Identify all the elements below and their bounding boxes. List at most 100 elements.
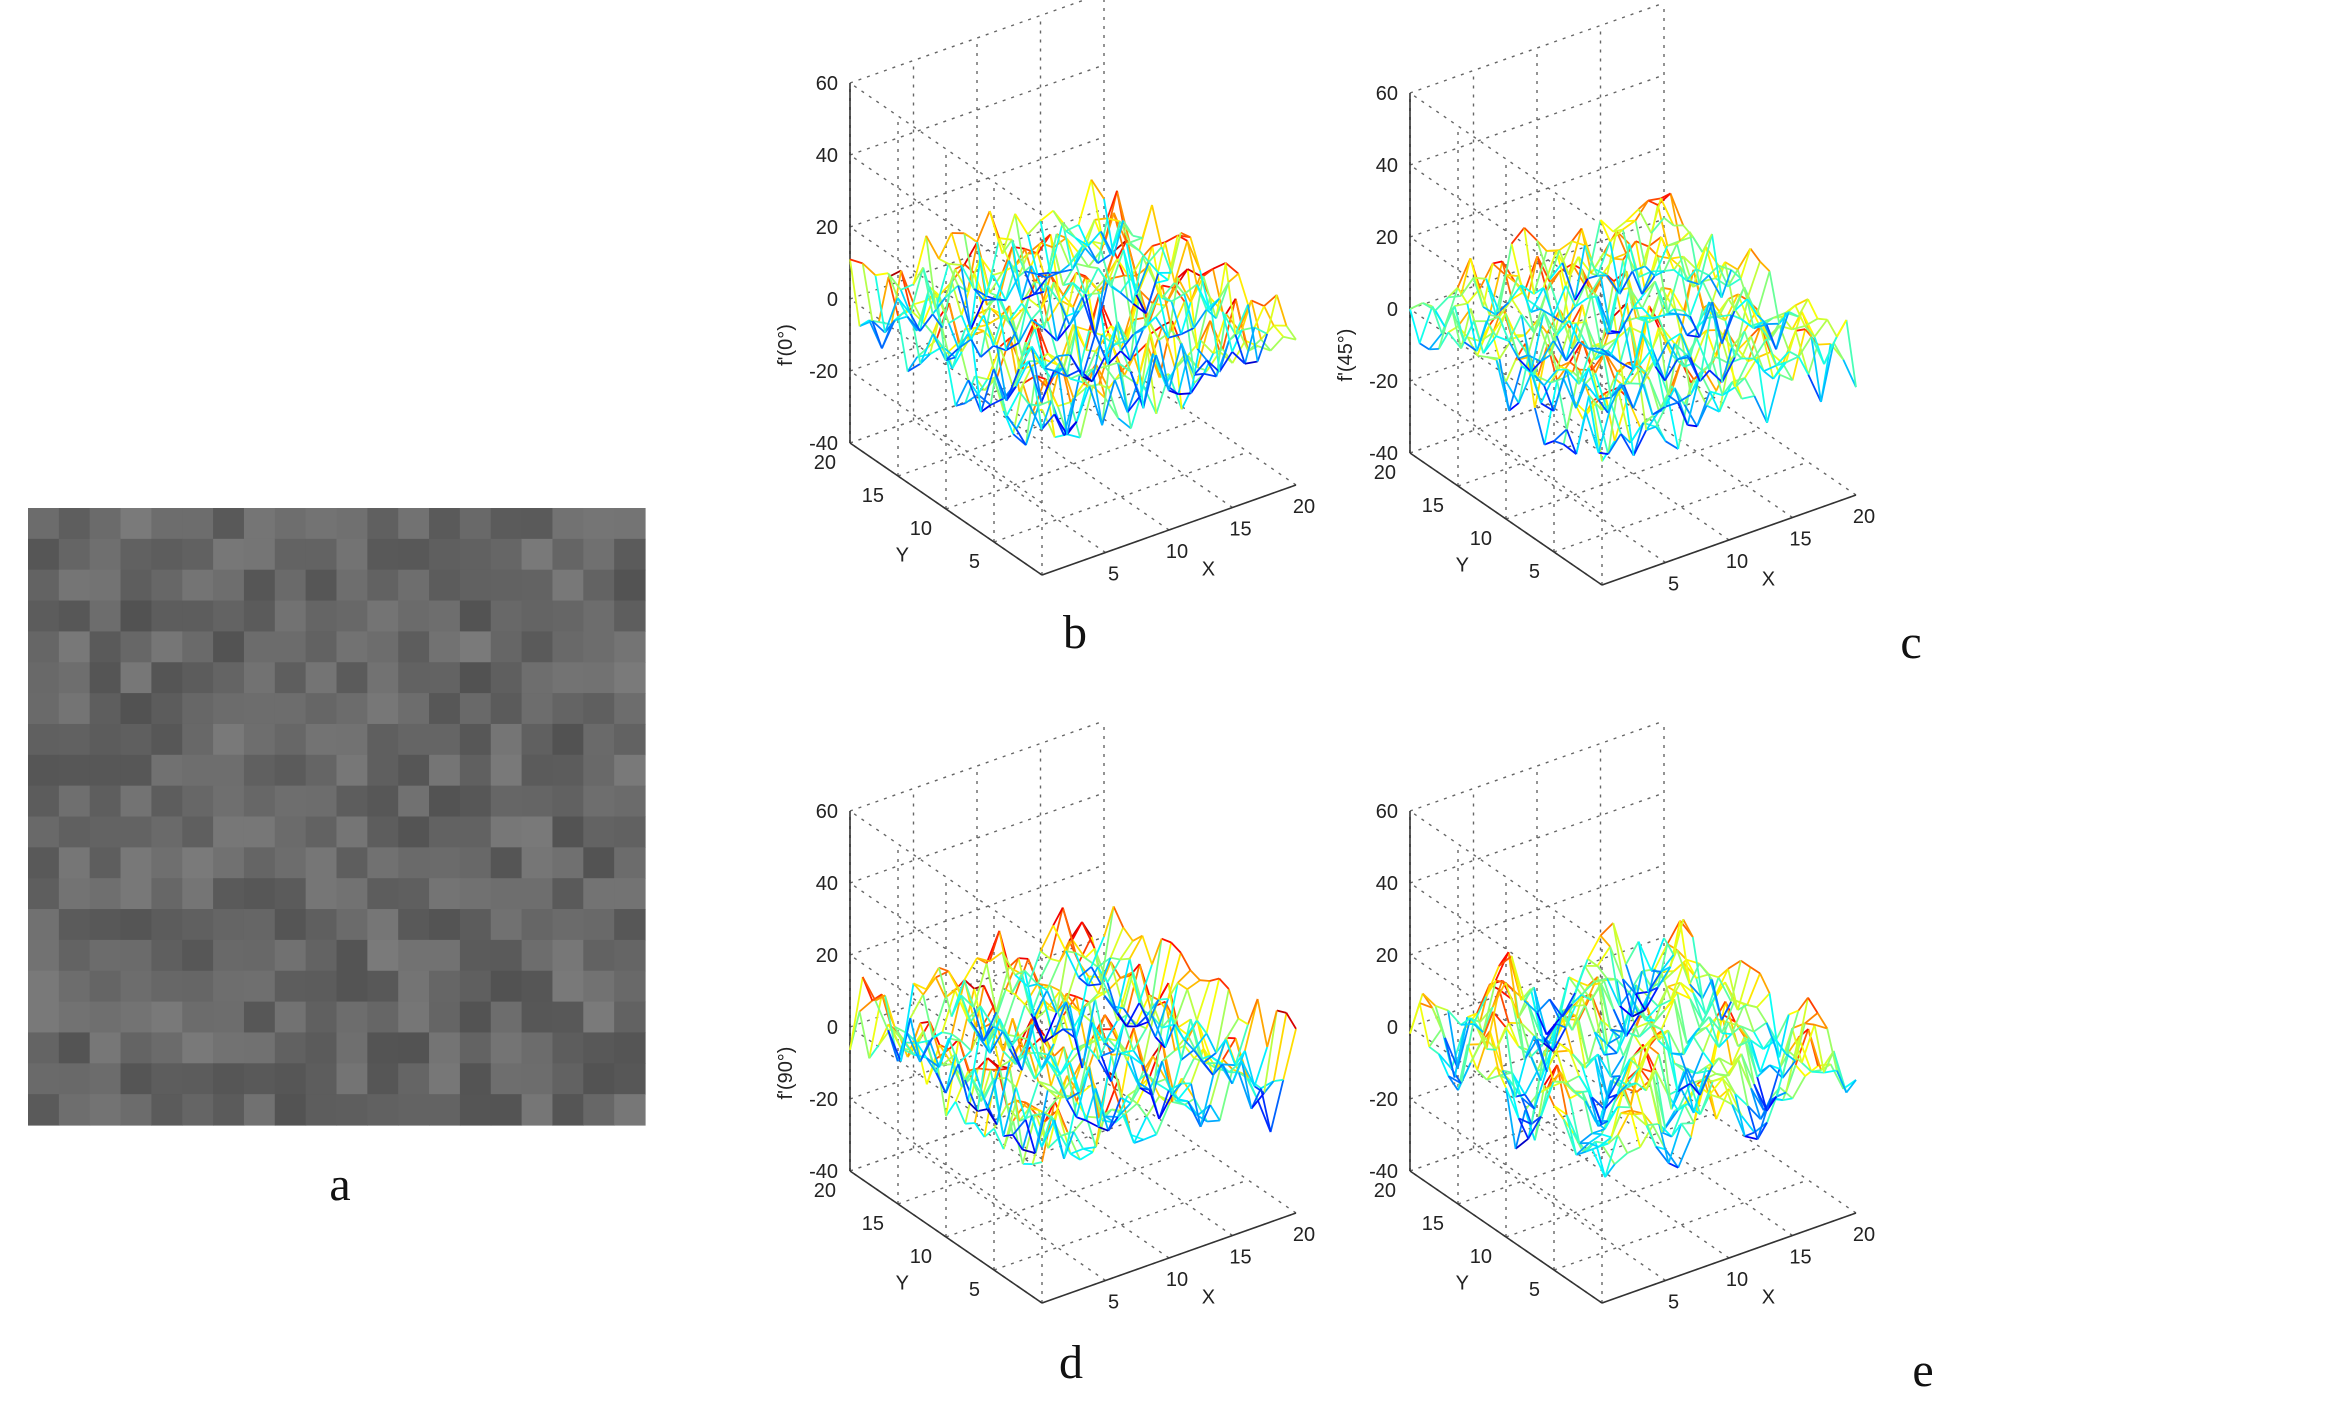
mesh-segment <box>1705 1075 1718 1120</box>
mesh-segment <box>942 1063 953 1066</box>
texture-pixel <box>552 970 584 1003</box>
y-tick-label: 10 <box>910 518 932 540</box>
mesh-segment <box>1664 268 1675 272</box>
mesh-segment <box>1049 234 1061 303</box>
mesh-segment <box>1561 240 1573 264</box>
mesh-segment <box>1578 340 1589 350</box>
mesh-segment <box>1654 281 1669 314</box>
texture-pixel <box>58 662 91 694</box>
mesh-segment <box>1502 1069 1513 1074</box>
mesh-segment <box>1052 1001 1068 1037</box>
mesh-segment <box>1109 249 1125 287</box>
mesh-segment <box>1120 371 1132 429</box>
mesh-segment <box>1076 325 1090 332</box>
mesh-segment <box>1049 1054 1062 1075</box>
mesh-segment <box>1495 979 1506 984</box>
mesh-segment <box>1734 300 1749 358</box>
mesh-segment <box>1104 361 1119 368</box>
mesh-segment <box>1779 373 1793 382</box>
mesh-segment <box>1667 394 1679 404</box>
mesh-segment <box>1234 298 1250 352</box>
texture-pixel <box>243 754 276 787</box>
mesh-segment <box>1708 1016 1723 1034</box>
texture-pixel <box>429 847 461 879</box>
mesh-segment <box>1667 400 1680 450</box>
mesh-segment <box>1593 252 1605 270</box>
mesh-segment <box>951 1063 966 1081</box>
mesh-segment <box>1588 394 1603 411</box>
texture-pixel <box>274 631 307 663</box>
mesh-segment <box>1679 333 1692 358</box>
mesh-segment <box>1110 285 1121 294</box>
mesh-segment <box>1645 1124 1657 1147</box>
x-tick-label: 20 <box>1853 1224 1875 1246</box>
mesh-segment <box>1759 973 1771 994</box>
mesh-segment <box>1627 1146 1641 1154</box>
mesh-segment <box>1635 361 1648 431</box>
mesh-segment <box>1641 281 1656 309</box>
mesh-segment <box>1114 374 1125 381</box>
mesh-segment <box>1419 1002 1433 1009</box>
mesh-segment <box>1533 286 1544 295</box>
mesh-segment <box>1699 301 1714 382</box>
x-axis-label: X <box>1762 569 1775 591</box>
mesh-segment <box>1498 955 1513 967</box>
texture-pixel <box>459 538 492 571</box>
mesh-segment <box>1654 1069 1670 1096</box>
mesh-segment <box>1508 365 1523 411</box>
mesh-segment <box>1071 247 1086 270</box>
texture-pixel <box>305 939 338 972</box>
texture-pixel <box>28 693 60 725</box>
mesh-segment <box>1091 292 1102 295</box>
texture-pixel <box>58 1063 91 1095</box>
mesh-segment <box>1647 199 1659 206</box>
texture-pixel <box>583 1032 615 1064</box>
mesh-segment <box>1746 261 1761 300</box>
mesh-segment <box>1736 966 1752 1011</box>
mesh-segment <box>1171 293 1185 303</box>
mesh-segment <box>1123 1102 1138 1116</box>
mesh-segment <box>1642 383 1654 415</box>
mesh-segment <box>1548 262 1564 280</box>
mesh-segment <box>1644 1005 1659 1022</box>
mesh-segment <box>1829 1063 1845 1090</box>
mesh-segment <box>945 1101 957 1117</box>
mesh-segment <box>983 1065 998 1138</box>
mesh-segment <box>1677 1103 1688 1111</box>
mesh-segment <box>1170 941 1182 954</box>
x-gridline <box>976 397 1170 531</box>
mesh-segment <box>1507 951 1519 1019</box>
x-gridline <box>913 1147 1106 1282</box>
mesh-segment <box>1683 1070 1695 1114</box>
mesh-segment <box>868 1044 880 1059</box>
mesh-segment <box>1128 958 1141 1003</box>
mesh-segment <box>1486 316 1500 323</box>
mesh-segment <box>1737 1059 1749 1107</box>
mesh-segment <box>1081 921 1096 949</box>
mesh-segment <box>1587 342 1603 369</box>
texture-pixel <box>305 723 338 756</box>
mesh-segment <box>1717 968 1729 978</box>
texture-pixel <box>89 1094 122 1126</box>
mesh-segment <box>1601 1133 1612 1139</box>
mesh-segment <box>1688 231 1701 285</box>
mesh-segment <box>1552 320 1564 342</box>
mesh-segment <box>1078 976 1089 987</box>
mesh-segment <box>1548 249 1561 280</box>
mesh-segment <box>1135 1016 1147 1028</box>
mesh-segment <box>1599 922 1614 937</box>
x-gridline <box>1600 1102 1793 1237</box>
mesh-segment <box>1447 286 1459 299</box>
mesh-segment <box>1682 918 1694 938</box>
mesh-segment <box>1485 320 1497 337</box>
y-gridline <box>1505 1146 1761 1238</box>
mesh-segment <box>1157 272 1169 281</box>
mesh-segment <box>1596 946 1611 967</box>
mesh-segment <box>1504 1027 1517 1097</box>
mesh-segment <box>1075 995 1090 1003</box>
mesh-segment <box>1123 1114 1135 1144</box>
mesh-segment <box>1205 1032 1217 1054</box>
mesh-segment <box>1015 428 1027 446</box>
mesh-segment <box>1161 1049 1176 1062</box>
